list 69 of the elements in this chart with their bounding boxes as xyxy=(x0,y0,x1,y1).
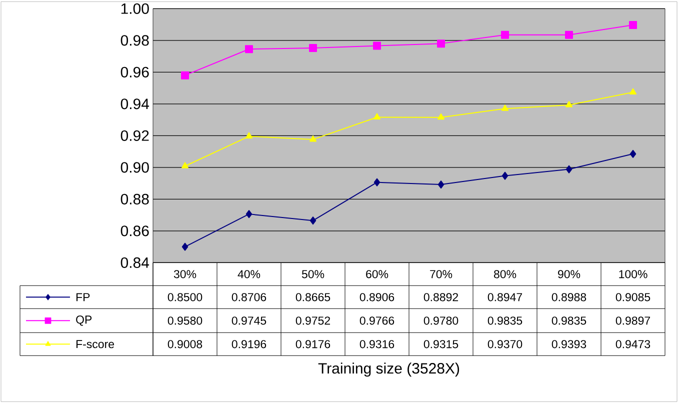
point xyxy=(373,42,381,50)
data-label: 0.9835 xyxy=(552,316,586,325)
data-label: 0.8706 xyxy=(232,293,266,302)
x-tick-label: 30% xyxy=(174,270,196,278)
y-tick-label: 0.96 xyxy=(120,67,149,78)
data-label: 0.9580 xyxy=(168,316,202,325)
text: Training size (3528X) xyxy=(318,362,460,377)
point xyxy=(246,210,252,218)
data-label: 0.8665 xyxy=(296,293,330,302)
point xyxy=(182,242,188,251)
legend-label: QP xyxy=(76,316,92,326)
point xyxy=(502,172,508,180)
data-label: 0.9897 xyxy=(616,316,650,325)
data-label: 0.9196 xyxy=(232,340,266,348)
point xyxy=(438,180,444,189)
x-tick-label: 70% xyxy=(430,270,452,278)
point xyxy=(437,114,445,120)
point xyxy=(309,136,317,142)
x-tick-label: 80% xyxy=(494,270,516,278)
legend-label: FP xyxy=(76,293,90,302)
point xyxy=(501,31,509,40)
data-label: 0.8988 xyxy=(552,293,586,302)
point xyxy=(566,165,572,174)
point xyxy=(181,71,189,80)
point xyxy=(310,216,316,225)
y-tick-label: 0.84 xyxy=(120,258,150,268)
data-label: 0.9370 xyxy=(488,340,522,348)
data-label: 0.8892 xyxy=(424,293,458,302)
point xyxy=(374,178,380,186)
point xyxy=(373,113,381,120)
y-tick-label: 0.92 xyxy=(120,130,149,142)
point xyxy=(629,88,637,95)
data-label: 0.9316 xyxy=(360,340,394,348)
data-label: 0.9085 xyxy=(616,293,650,302)
y-tick-label: 0.94 xyxy=(120,98,150,110)
data-label: 0.9766 xyxy=(360,316,394,325)
y-tick-label: 0.98 xyxy=(120,35,149,46)
point xyxy=(245,132,253,139)
data-label: 0.9835 xyxy=(488,316,522,325)
x-tick-label: 50% xyxy=(302,270,324,278)
legend-label: F-score xyxy=(76,340,114,348)
x-tick-label: 100% xyxy=(619,270,648,278)
data-label: 0.9780 xyxy=(424,316,458,325)
data-label: 0.9176 xyxy=(296,340,330,348)
point xyxy=(309,44,317,52)
x-tick-label: 40% xyxy=(238,270,260,278)
data-label: 0.8906 xyxy=(360,293,394,302)
point xyxy=(245,45,253,54)
data-label: 0.9008 xyxy=(168,340,202,348)
point xyxy=(565,101,573,108)
point xyxy=(565,31,573,40)
y-tick-label: 0.90 xyxy=(120,162,149,173)
y-tick-label: 0.86 xyxy=(120,226,149,236)
y-tick-label: 0.88 xyxy=(120,194,149,205)
y-tick-label: 1.00 xyxy=(121,4,149,14)
point xyxy=(630,150,636,158)
data-label: 0.9752 xyxy=(296,316,330,325)
point xyxy=(437,40,445,48)
point xyxy=(629,21,638,30)
point xyxy=(181,162,189,169)
data-label: 0.8947 xyxy=(488,293,522,302)
data-label: 0.9393 xyxy=(552,340,586,348)
data-label: 0.9473 xyxy=(616,340,650,348)
data-label: 0.9315 xyxy=(424,340,458,348)
data-label: 0.8500 xyxy=(168,293,202,302)
point xyxy=(501,104,509,112)
data-label: 0.9745 xyxy=(232,316,266,325)
x-tick-label: 90% xyxy=(558,270,580,278)
x-tick-label: 60% xyxy=(366,270,388,278)
